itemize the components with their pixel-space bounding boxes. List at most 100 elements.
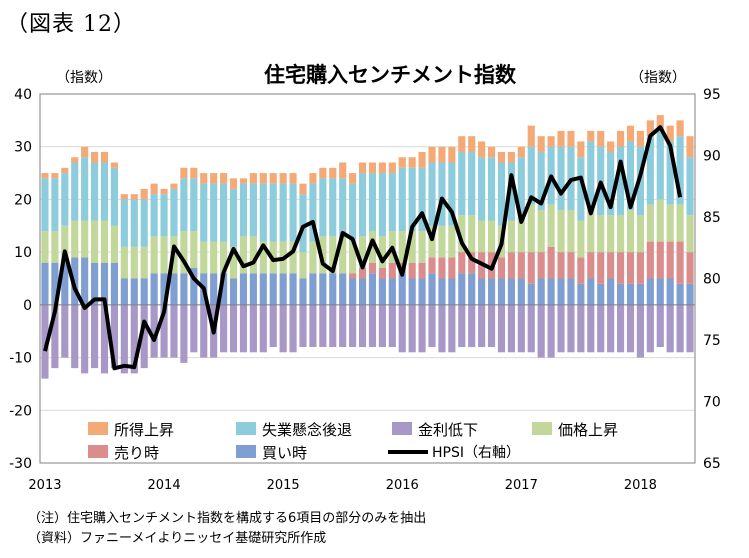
bar-sell-time (517, 252, 525, 279)
bar-price-up (41, 231, 49, 263)
bar-buy-time (468, 273, 476, 305)
bar-rate-down (567, 304, 575, 353)
bar-rate-down (408, 304, 416, 353)
bar-price-up (626, 209, 635, 253)
bar-rate-down (636, 304, 644, 358)
bar-rate-down (249, 304, 257, 353)
bar-rate-down (41, 304, 49, 379)
bar-price-up (676, 204, 684, 242)
bar-rate-down (180, 304, 188, 363)
bar-job-worry-down (220, 183, 228, 242)
bar-price-up (398, 231, 406, 263)
bar-buy-time (160, 273, 168, 305)
bar-job-worry-down (378, 173, 386, 237)
bar-rate-down (71, 304, 79, 369)
bar-buy-time (259, 273, 267, 305)
legend-label-hpsi: HPSI（右軸） (432, 445, 520, 461)
bar-buy-time (448, 278, 456, 305)
bar-job-worry-down (438, 162, 446, 226)
bar-income-up (368, 162, 377, 174)
bar-rate-down (329, 304, 337, 348)
bar-rate-down (547, 304, 555, 358)
axes (39, 93, 696, 464)
bar-price-up (478, 220, 486, 253)
bar-job-worry-down (71, 162, 79, 221)
bar-buy-time (210, 273, 218, 305)
bar-rate-down (686, 304, 694, 353)
bar-price-up (71, 220, 79, 258)
bar-sell-time (656, 241, 664, 279)
bar-rate-down (61, 304, 69, 358)
bar-job-worry-down (497, 162, 506, 226)
bar-buy-time (229, 278, 238, 305)
bar-buy-time (279, 273, 287, 305)
bar-price-up (607, 215, 615, 253)
bar-rate-down (507, 304, 515, 353)
bar-job-worry-down (110, 167, 119, 226)
bar-job-worry-down (180, 178, 188, 232)
bar-rate-down (438, 304, 446, 353)
bar-price-up (408, 231, 416, 263)
bar-income-up (597, 130, 605, 147)
bar-rate-down (368, 304, 377, 348)
bar-job-worry-down (160, 194, 168, 237)
bar-sell-time (547, 246, 555, 279)
bar-price-up (686, 215, 694, 253)
bar-income-up (220, 173, 228, 184)
bar-rate-down (458, 304, 466, 348)
bar-rate-down (398, 304, 406, 353)
bar-price-up (160, 236, 168, 274)
bar-job-worry-down (537, 151, 545, 210)
bar-buy-time (269, 273, 277, 305)
bar-rate-down (81, 304, 89, 374)
bar-buy-time (110, 262, 119, 305)
bar-buy-time (170, 273, 178, 305)
bar-price-up (487, 220, 496, 253)
bar-buy-time (339, 273, 347, 305)
y-ticks-right: 95 90 85 80 75 70 65 (703, 87, 721, 472)
bar-job-worry-down (140, 199, 148, 247)
bar-income-up (567, 130, 575, 147)
legend-swatch-rate-down (392, 422, 412, 435)
bar-buy-time (507, 278, 515, 305)
legend-swatch-buy-time (236, 445, 256, 458)
bar-job-worry-down (100, 162, 109, 221)
y-tick-label-left: 20 (14, 192, 32, 208)
bar-price-up (547, 204, 555, 247)
bar-job-worry-down (319, 178, 327, 237)
bar-buy-time (81, 257, 89, 305)
bar-job-worry-down (51, 178, 59, 232)
bar-price-up (110, 225, 119, 263)
bar-buy-time (130, 278, 138, 305)
bar-rate-down (487, 304, 496, 348)
bar-job-worry-down (666, 141, 674, 205)
bar-job-worry-down (557, 146, 565, 210)
bar-sell-time (358, 267, 367, 279)
bar-job-worry-down (91, 162, 99, 221)
bar-buy-time (547, 278, 555, 305)
bar-buy-time (616, 283, 625, 305)
x-tick-label: 2017 (505, 478, 538, 493)
bar-income-up (120, 194, 128, 200)
bar-price-up (150, 236, 158, 274)
bar-price-up (120, 246, 128, 279)
bar-income-up (468, 136, 476, 152)
bar-job-worry-down (249, 183, 257, 237)
bar-sell-time (408, 262, 416, 279)
bar-income-up (41, 173, 49, 179)
bar-income-up (249, 173, 257, 184)
bar-price-up (636, 215, 644, 253)
bar-price-up (577, 220, 585, 258)
bar-sell-time (666, 241, 674, 279)
bar-income-up (487, 146, 496, 158)
bar-income-up (507, 151, 515, 163)
bar-rate-down (557, 304, 565, 353)
bar-buy-time (686, 283, 694, 305)
bar-price-up (220, 241, 228, 274)
bar-price-up (428, 225, 436, 258)
bar-price-up (557, 209, 565, 253)
bar-rate-down (160, 304, 168, 358)
bar-sell-time (626, 252, 635, 284)
bar-price-up (656, 199, 664, 242)
bar-buy-time (557, 278, 565, 305)
